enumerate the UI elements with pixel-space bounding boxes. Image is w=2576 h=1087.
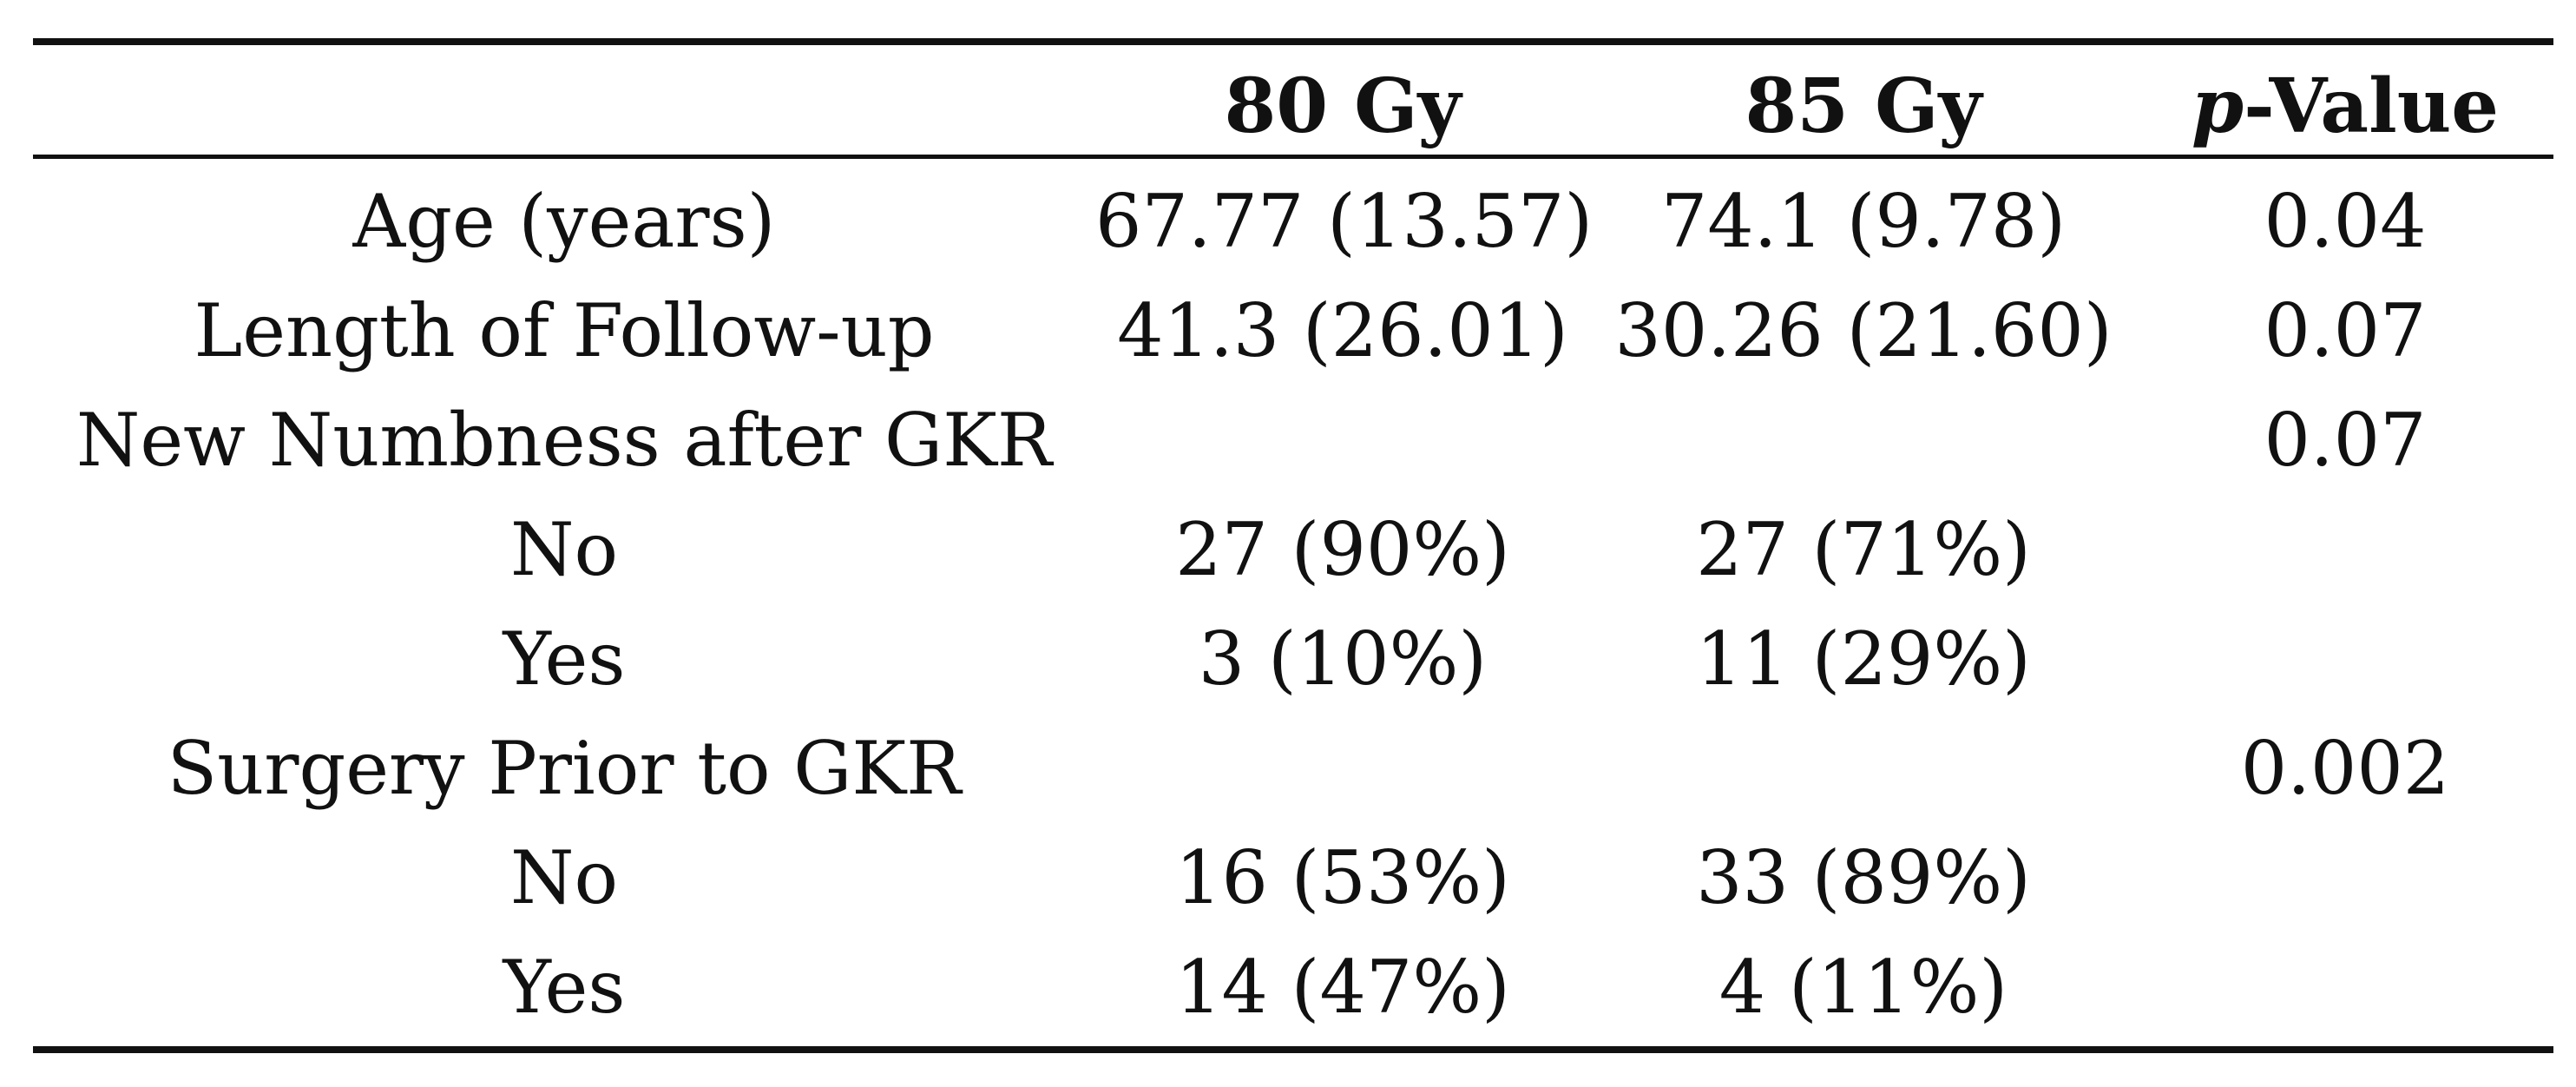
row-label: Surgery Prior to GKR	[167, 726, 962, 811]
cell-80gy: 67.77 (13.57)	[1095, 179, 1594, 264]
cell-p-value	[2137, 611, 2553, 707]
cell-p-value: 0.07	[2264, 288, 2427, 373]
cell-p-value: 0.002	[2240, 726, 2450, 811]
cell-80gy: 27 (90%)	[1175, 507, 1510, 592]
row-label: No	[509, 835, 619, 920]
header-p-letter: p	[2191, 63, 2244, 150]
cell-80gy: 3 (10%)	[1198, 616, 1488, 702]
header-cell-p-value: p-Value	[2137, 59, 2553, 155]
cell-85gy: 74.1 (9.78)	[1660, 179, 2067, 264]
cell-80gy: 41.3 (26.01)	[1117, 288, 1568, 373]
row-label: New Numbness after GKR	[76, 398, 1053, 483]
bottom-rule	[33, 1046, 2553, 1053]
cell-80gy	[1095, 392, 1590, 488]
table-row: Age (years) 67.77 (13.57) 74.1 (9.78) 0.…	[33, 174, 2553, 283]
cell-85gy: 33 (89%)	[1696, 835, 2031, 920]
cell-85gy: 4 (11%)	[1718, 945, 2008, 1030]
cell-85gy	[1590, 721, 2137, 816]
cell-85gy	[1590, 392, 2137, 488]
cell-p-value	[2137, 830, 2553, 926]
cell-p-value	[2137, 502, 2553, 597]
header-value-suffix: -Value	[2244, 63, 2500, 150]
table-row: No 27 (90%) 27 (71%)	[33, 502, 2553, 611]
cell-80gy: 14 (47%)	[1175, 945, 1510, 1030]
cell-85gy: 27 (71%)	[1696, 507, 2031, 592]
row-label: Length of Follow-up	[194, 288, 935, 373]
row-label: Yes	[503, 616, 626, 702]
top-rule	[33, 38, 2553, 45]
cell-80gy: 16 (53%)	[1175, 835, 1510, 920]
header-cell-85gy: 85 Gy	[1745, 63, 1982, 150]
row-label: Age (years)	[352, 179, 776, 264]
cell-p-value: 0.04	[2264, 179, 2427, 264]
data-table: 80 Gy 85 Gy p-Value Age (years) 67.77 (1…	[33, 0, 2553, 1087]
header-cell-blank	[33, 59, 1095, 155]
cell-p-value	[2137, 939, 2553, 1035]
table-row: Surgery Prior to GKR 0.002	[33, 721, 2553, 830]
cell-80gy	[1095, 721, 1590, 816]
table-row: New Numbness after GKR 0.07	[33, 392, 2553, 502]
row-label: Yes	[503, 945, 626, 1030]
table-row: No 16 (53%) 33 (89%)	[33, 830, 2553, 939]
cell-p-value: 0.07	[2264, 398, 2427, 483]
table-row: Yes 3 (10%) 11 (29%)	[33, 611, 2553, 721]
cell-85gy: 30.26 (21.60)	[1614, 288, 2113, 373]
row-label: No	[509, 507, 619, 592]
header-rule	[33, 155, 2553, 159]
table-row: Length of Follow-up 41.3 (26.01) 30.26 (…	[33, 283, 2553, 392]
table-row: Yes 14 (47%) 4 (11%)	[33, 939, 2553, 1049]
header-cell-80gy: 80 Gy	[1224, 63, 1462, 150]
cell-85gy: 11 (29%)	[1696, 616, 2031, 702]
